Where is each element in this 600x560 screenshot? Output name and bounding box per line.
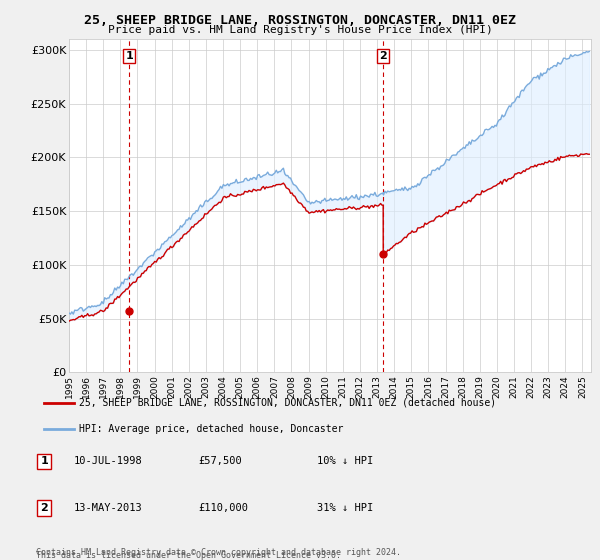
Text: 2: 2 [379, 51, 387, 61]
Text: HPI: Average price, detached house, Doncaster: HPI: Average price, detached house, Donc… [79, 424, 344, 434]
Text: 2: 2 [40, 503, 48, 513]
Text: 13-MAY-2013: 13-MAY-2013 [74, 503, 143, 513]
Text: £57,500: £57,500 [198, 456, 242, 466]
Text: 25, SHEEP BRIDGE LANE, ROSSINGTON, DONCASTER, DN11 0EZ: 25, SHEEP BRIDGE LANE, ROSSINGTON, DONCA… [84, 14, 516, 27]
Text: 25, SHEEP BRIDGE LANE, ROSSINGTON, DONCASTER, DN11 0EZ (detached house): 25, SHEEP BRIDGE LANE, ROSSINGTON, DONCA… [79, 398, 496, 408]
Text: This data is licensed under the Open Government Licence v3.0.: This data is licensed under the Open Gov… [36, 551, 341, 560]
Text: 10% ↓ HPI: 10% ↓ HPI [317, 456, 373, 466]
Text: Price paid vs. HM Land Registry's House Price Index (HPI): Price paid vs. HM Land Registry's House … [107, 25, 493, 35]
Text: £110,000: £110,000 [198, 503, 248, 513]
Text: 1: 1 [125, 51, 133, 61]
Text: 31% ↓ HPI: 31% ↓ HPI [317, 503, 373, 513]
Text: Contains HM Land Registry data © Crown copyright and database right 2024.: Contains HM Land Registry data © Crown c… [36, 548, 401, 557]
Text: 1: 1 [40, 456, 48, 466]
Text: 10-JUL-1998: 10-JUL-1998 [74, 456, 143, 466]
